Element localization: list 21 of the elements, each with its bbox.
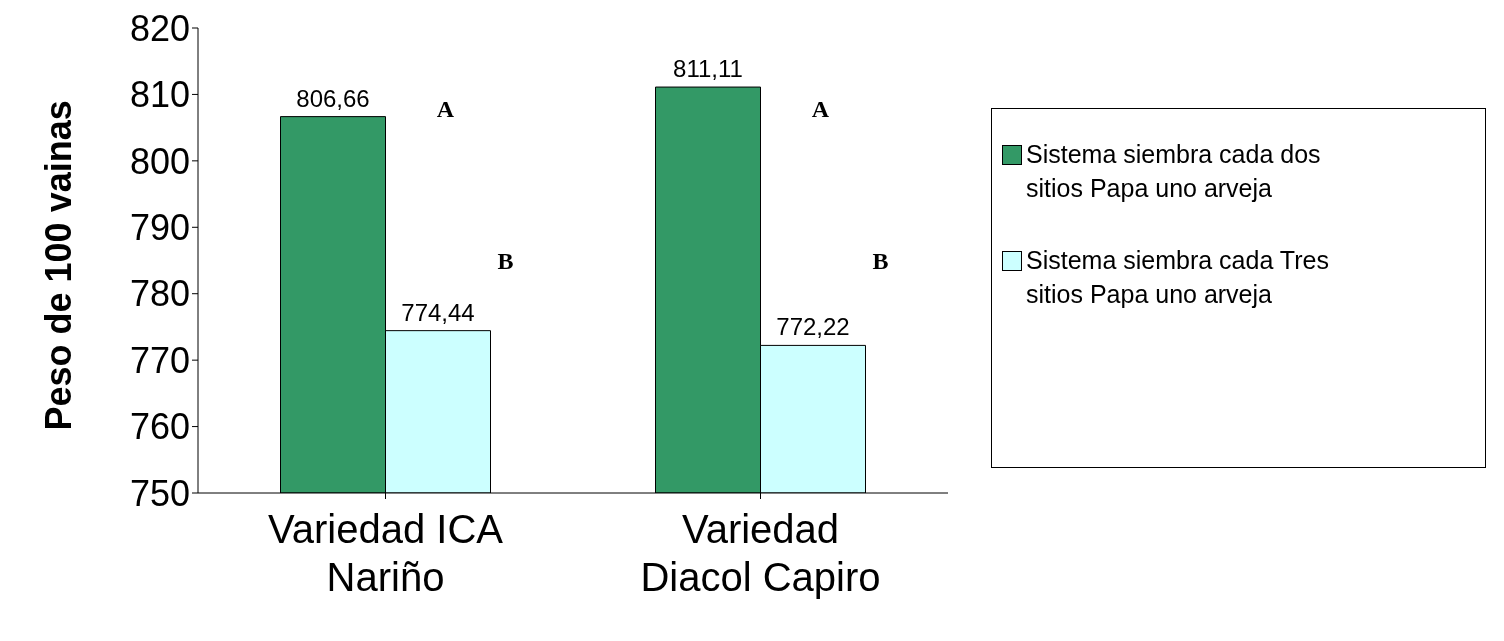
legend-label: Sistema siembra cada Tres sitios Papa uno arveja [1026,245,1329,310]
annotation: A [435,96,456,123]
y-tick-label: 820 [129,7,190,49]
y-tick-label: 800 [129,140,190,182]
data-label: 772,22 [776,313,850,341]
data-label: 811,11 [673,55,743,83]
y-tick-label: 770 [129,339,190,381]
y-tick-label: 760 [129,406,190,448]
y-tick-label: 810 [129,74,190,116]
y-axis-title: Peso de 100 vainas [37,100,79,431]
y-tick-label: 750 [129,472,190,514]
x-tick-label: Variedad Diacol Capiro [640,507,881,599]
legend-label: Sistema siembra cada dos sitios Papa uno arveja [1026,139,1321,204]
x-tick-label: Variedad ICA Nariño [268,507,504,599]
annotation: A [810,96,831,123]
annotation: B [871,248,890,275]
data-label: 806,66 [296,84,370,112]
data-label: 774,44 [401,298,475,326]
y-tick-label: 780 [129,273,190,315]
y-tick-label: 790 [129,207,190,249]
annotation: B [496,248,515,275]
